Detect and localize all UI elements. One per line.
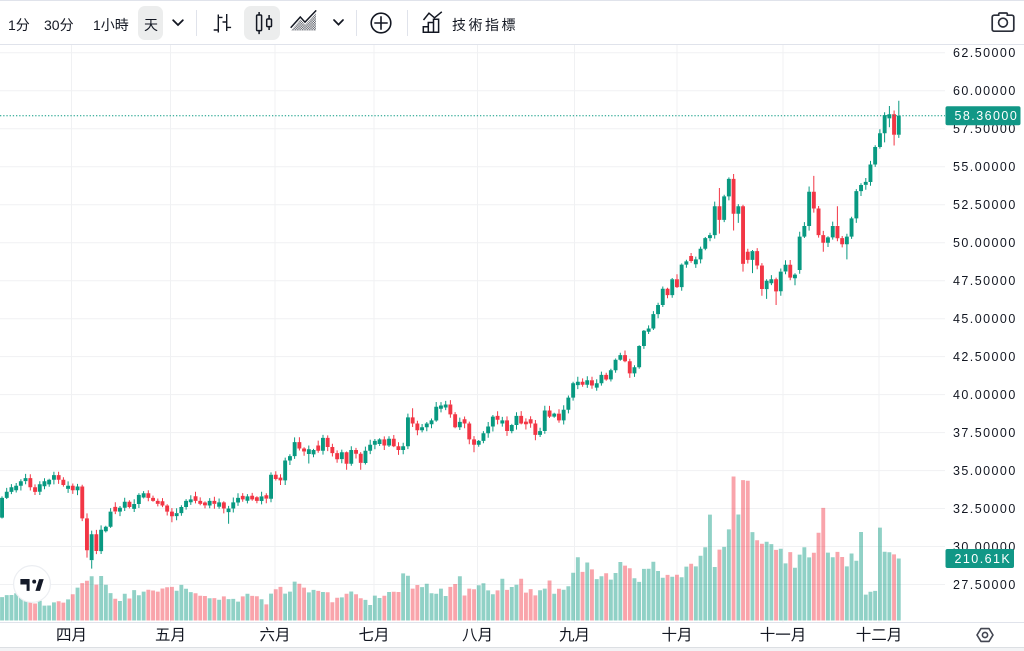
svg-text:40.00000: 40.00000 (953, 388, 1017, 402)
svg-text:35.00000: 35.00000 (953, 464, 1017, 478)
svg-text:27.50000: 27.50000 (953, 578, 1017, 592)
svg-text:四月: 四月 (56, 627, 87, 644)
svg-text:七月: 七月 (358, 626, 389, 644)
svg-text:57.50000: 57.50000 (953, 122, 1017, 136)
svg-text:210.61K: 210.61K (955, 552, 1012, 566)
svg-text:37.50000: 37.50000 (953, 426, 1017, 440)
svg-text:55.00000: 55.00000 (953, 160, 1017, 174)
svg-text:42.50000: 42.50000 (953, 350, 1017, 364)
svg-text:60.00000: 60.00000 (953, 84, 1017, 98)
svg-text:45.00000: 45.00000 (953, 312, 1017, 326)
svg-text:五月: 五月 (155, 627, 186, 644)
svg-text:52.50000: 52.50000 (953, 198, 1017, 212)
svg-text:50.00000: 50.00000 (953, 236, 1017, 250)
svg-text:八月: 八月 (462, 627, 493, 644)
svg-text:十二月: 十二月 (856, 626, 903, 644)
svg-text:62.50000: 62.50000 (953, 46, 1017, 60)
svg-text:九月: 九月 (559, 626, 590, 644)
svg-text:32.50000: 32.50000 (953, 502, 1017, 516)
svg-text:六月: 六月 (259, 626, 290, 644)
svg-text:十月: 十月 (661, 626, 692, 644)
svg-text:十一月: 十一月 (760, 626, 807, 644)
svg-text:47.50000: 47.50000 (953, 274, 1017, 288)
svg-text:58.36000: 58.36000 (955, 109, 1019, 123)
